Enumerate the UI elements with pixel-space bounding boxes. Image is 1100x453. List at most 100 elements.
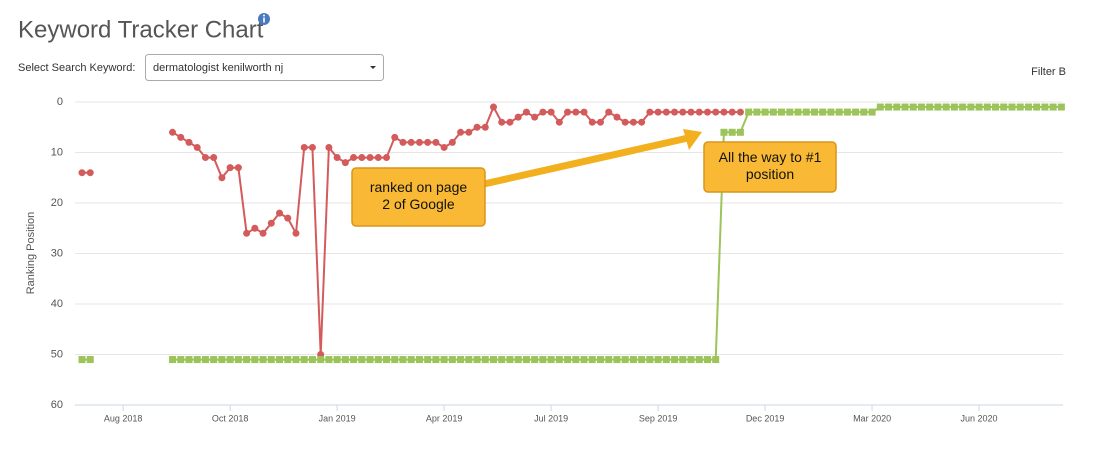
point-marker	[613, 113, 621, 121]
annotation-arrowhead	[683, 129, 702, 150]
annotation-text: 2 of Google	[382, 196, 455, 212]
point-marker	[531, 113, 539, 121]
point-marker	[687, 356, 695, 364]
keyword-select[interactable]	[145, 54, 384, 81]
point-marker	[967, 103, 975, 111]
point-marker	[769, 108, 777, 116]
point-marker	[638, 356, 646, 364]
point-marker	[547, 356, 555, 364]
x-tick-label: Dec 2019	[746, 413, 785, 423]
point-marker	[901, 103, 909, 111]
point-marker	[78, 169, 86, 177]
point-marker	[366, 154, 374, 162]
y-tick-label: 10	[51, 146, 63, 158]
point-marker	[243, 229, 251, 237]
point-marker	[259, 356, 267, 364]
point-marker	[498, 356, 506, 364]
point-marker	[695, 356, 703, 364]
point-marker	[218, 356, 226, 364]
point-marker	[646, 356, 654, 364]
point-marker	[802, 108, 810, 116]
point-marker	[448, 356, 456, 364]
point-marker	[539, 356, 547, 364]
point-marker	[448, 138, 456, 146]
point-marker	[218, 174, 226, 182]
point-marker	[300, 143, 308, 151]
point-marker	[917, 103, 925, 111]
point-marker	[424, 356, 432, 364]
point-marker	[86, 356, 94, 364]
point-marker	[588, 118, 596, 126]
point-marker	[457, 128, 465, 136]
point-marker	[243, 356, 251, 364]
point-marker	[284, 356, 292, 364]
point-marker	[226, 356, 234, 364]
point-marker	[679, 356, 687, 364]
point-marker	[629, 356, 637, 364]
point-marker	[662, 108, 670, 116]
x-tick-label: Sep 2019	[639, 413, 678, 423]
point-marker	[860, 108, 868, 116]
point-marker	[383, 356, 391, 364]
point-marker	[234, 356, 242, 364]
point-marker	[457, 356, 465, 364]
point-marker	[852, 108, 860, 116]
select-value: dermatologist kenilworth nj	[153, 62, 283, 74]
point-marker	[177, 133, 185, 141]
point-marker	[169, 128, 177, 136]
point-marker	[374, 356, 382, 364]
point-marker	[934, 103, 942, 111]
point-marker	[308, 143, 316, 151]
point-marker	[564, 108, 572, 116]
series-line	[171, 104, 741, 355]
x-tick-label: Jul 2019	[534, 413, 568, 423]
point-marker	[86, 169, 94, 177]
point-marker	[490, 356, 497, 364]
point-marker	[234, 164, 242, 172]
point-marker	[671, 356, 679, 364]
filter-label[interactable]: Filter B	[1031, 66, 1066, 78]
point-marker	[210, 356, 218, 364]
point-marker	[679, 108, 687, 116]
point-marker	[185, 138, 193, 146]
x-tick-label: Oct 2018	[212, 413, 249, 423]
point-marker	[169, 356, 177, 364]
point-marker	[210, 154, 218, 162]
point-marker	[514, 113, 522, 121]
point-marker	[399, 138, 407, 146]
point-marker	[671, 108, 679, 116]
point-marker	[522, 108, 530, 116]
point-marker	[498, 118, 506, 126]
point-marker	[810, 108, 818, 116]
point-marker	[251, 356, 259, 364]
point-marker	[555, 356, 563, 364]
point-marker	[481, 123, 489, 131]
point-marker	[827, 108, 835, 116]
point-marker	[1016, 103, 1024, 111]
annotation-text: All the way to #1	[719, 149, 822, 165]
point-marker	[1033, 103, 1041, 111]
annotation-box	[351, 167, 486, 227]
point-marker	[317, 356, 325, 364]
point-marker	[588, 356, 596, 364]
y-tick-label: 30	[51, 247, 63, 259]
point-marker	[983, 103, 991, 111]
series-1	[78, 103, 1065, 364]
point-marker	[992, 103, 1000, 111]
point-marker	[325, 143, 333, 151]
point-marker	[621, 118, 629, 126]
point-marker	[383, 154, 391, 162]
point-marker	[333, 154, 341, 162]
point-marker	[621, 356, 629, 364]
point-marker	[728, 128, 736, 136]
point-marker	[391, 133, 399, 141]
info-icon[interactable]	[258, 13, 270, 25]
point-marker	[736, 108, 744, 116]
point-marker	[415, 138, 423, 146]
point-marker	[506, 356, 514, 364]
point-marker	[276, 356, 284, 364]
x-tick-label: Mar 2020	[853, 413, 891, 423]
y-tick-label: 50	[51, 348, 63, 360]
info-icon-stem	[263, 17, 265, 23]
